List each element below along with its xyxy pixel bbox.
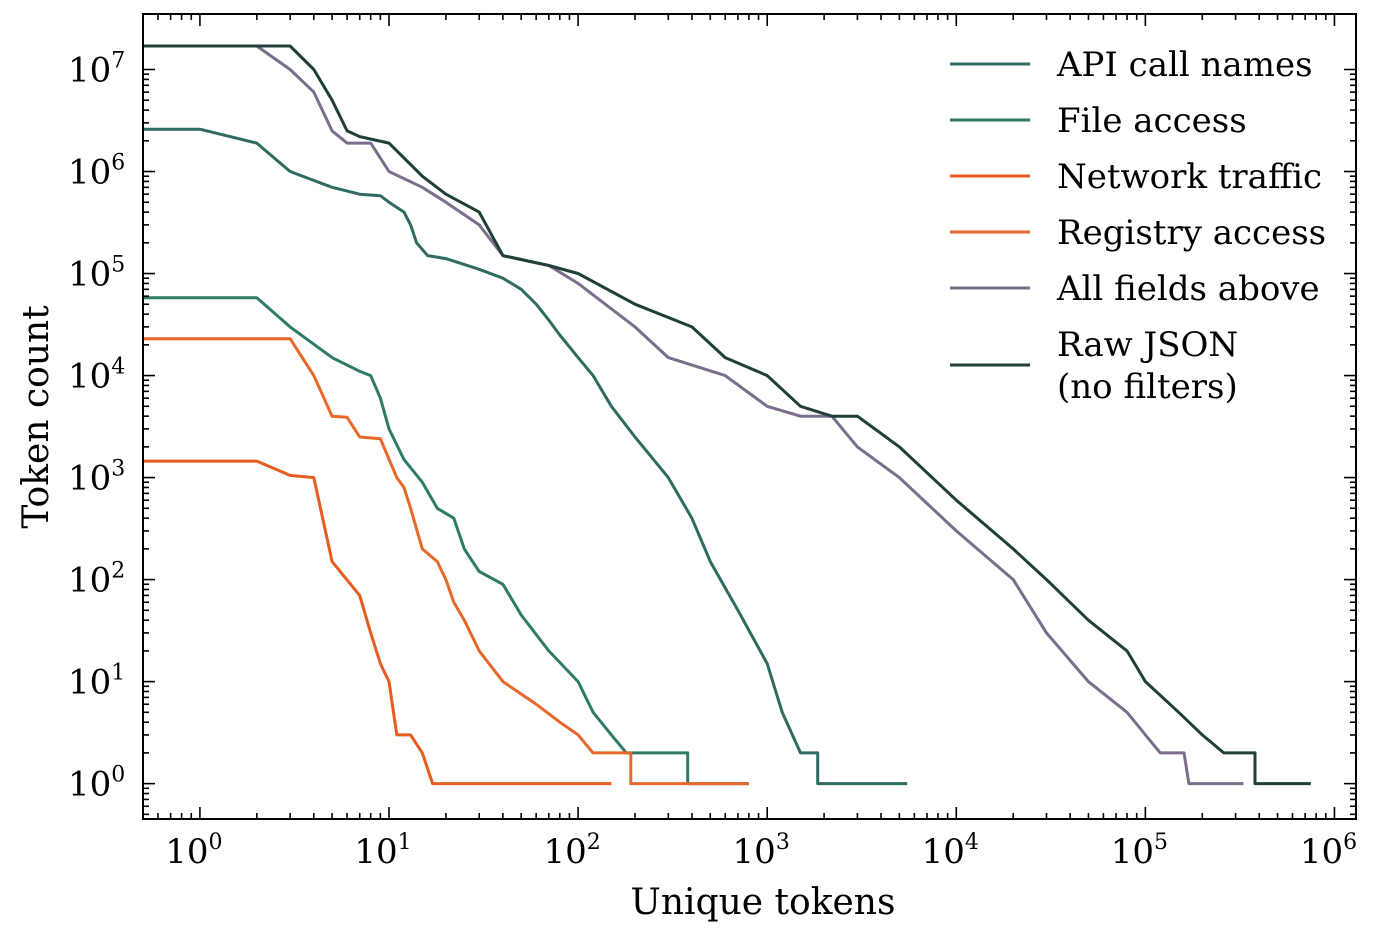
y-axis-label: Token count <box>16 305 57 529</box>
y-tick-label: 101 <box>68 661 125 703</box>
legend-item-all-fields-above: All fields above <box>950 269 1320 309</box>
plot-frame <box>142 13 1357 820</box>
legend-label: File access <box>1057 101 1247 141</box>
series-line-api-call-names <box>143 127 908 786</box>
x-tick-label: 105 <box>1111 830 1168 872</box>
x-tick-label: 106 <box>1300 830 1357 872</box>
series-line-file-access <box>143 296 749 786</box>
x-tick-label: 102 <box>543 830 600 872</box>
x-axis-label: Unique tokens <box>631 882 896 923</box>
series-line-raw-json <box>143 44 1311 786</box>
y-tick-label: 103 <box>68 457 125 499</box>
x-tick-label: 104 <box>922 830 979 872</box>
legend-item-registry-access: Registry access <box>950 213 1326 253</box>
x-tick-label: 100 <box>165 830 222 872</box>
legend-label: API call names <box>1056 45 1313 85</box>
legend-item-file-access: File access <box>950 101 1247 141</box>
y-tick-label: 107 <box>68 49 125 91</box>
series-line-network-traffic <box>143 459 612 786</box>
y-tick-label: 106 <box>68 151 125 193</box>
legend-label: Registry access <box>1057 213 1326 253</box>
x-tick-label: 103 <box>733 830 790 872</box>
series-line-registry-access <box>143 337 749 786</box>
x-tick-label: 101 <box>354 830 411 872</box>
y-tick-label: 105 <box>68 253 125 295</box>
legend-item-api-call-names: API call names <box>950 45 1313 85</box>
legend-label: Raw JSON (no filters) <box>1057 325 1238 407</box>
legend-item-raw-json: Raw JSON (no filters) <box>950 325 1238 407</box>
y-tick-label: 102 <box>68 559 125 601</box>
series-layer <box>143 44 1311 786</box>
legend-label: Network traffic <box>1057 157 1322 197</box>
y-tick-label: 100 <box>68 763 125 805</box>
legend-item-network-traffic: Network traffic <box>950 157 1322 197</box>
ticks-layer: 100 101 102 103 104 105 106 100 101 102 103 104 105 1… <box>68 14 1357 872</box>
legend: API call names File access Network traffic… <box>950 45 1326 407</box>
legend-label: All fields above <box>1056 269 1320 309</box>
series-line-all-fields-above <box>143 44 1244 786</box>
y-tick-label: 104 <box>68 355 125 397</box>
